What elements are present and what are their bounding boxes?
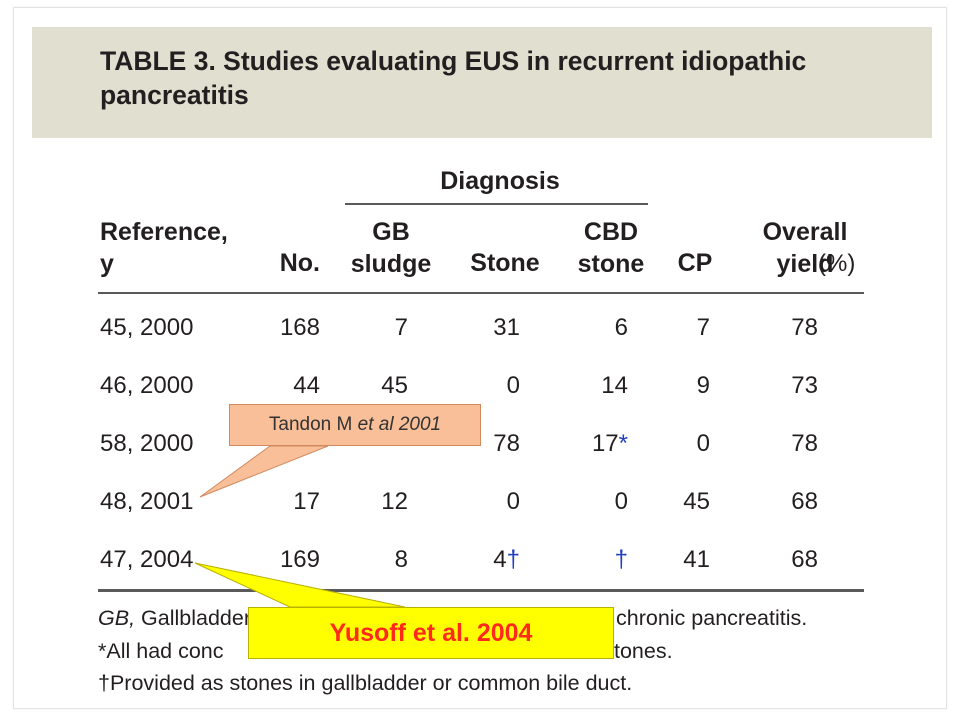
cell-cbd: 17*: [545, 430, 628, 458]
cell-cp-value: 41: [683, 546, 710, 573]
cell-cbd-mark: †: [614, 546, 628, 573]
tandon-callout: Tandon M et al 2001: [229, 404, 481, 446]
cell-no-value: 168: [279, 314, 320, 341]
cell-stone: 4†: [440, 546, 520, 574]
cell-cp-value: 0: [696, 430, 710, 457]
cell-yield: 73: [750, 372, 818, 400]
cell-cbd-value: 14: [601, 372, 628, 399]
cell-ref: 45, 2000: [100, 314, 250, 342]
cell-yield-value: 73: [791, 372, 818, 399]
column-header-reference: Reference, y: [100, 218, 228, 278]
cell-stone: 78: [440, 430, 520, 458]
cell-gb-value: 12: [381, 488, 408, 515]
cell-yield: 68: [750, 488, 818, 516]
diagnosis-group-rule: [345, 203, 648, 205]
cell-cp: 45: [650, 488, 710, 516]
cell-cp-value: 45: [683, 488, 710, 515]
column-header-cbd-stone: CBD stone: [577, 218, 645, 278]
slide-frame: [13, 7, 947, 709]
footnote-asterisk: *All had conc: [98, 639, 224, 663]
column-header-overall: Overall yield: [735, 216, 875, 280]
cell-ref-value: 48, 2001: [100, 488, 194, 515]
cell-no: 168: [240, 314, 320, 342]
cell-stone-value: 4: [493, 546, 507, 573]
column-header-cp: CP: [677, 249, 713, 277]
cell-ref: 47, 2004: [100, 546, 250, 574]
tandon-callout-etal: et al 2001: [357, 414, 442, 435]
cell-stone-mark: †: [506, 546, 520, 573]
cell-cp-value: 9: [696, 372, 710, 399]
cell-gb-value: 45: [381, 372, 408, 399]
cell-no-value: 44: [293, 372, 320, 399]
cell-cbd: 0: [545, 488, 628, 516]
cell-ref-value: 47, 2004: [100, 546, 194, 573]
cell-yield: 78: [750, 314, 818, 342]
table-bottom-rule: [98, 589, 864, 592]
footnote-abbrev-gb: GB,: [98, 606, 136, 630]
cell-cp: 41: [650, 546, 710, 574]
cell-gb: 8: [330, 546, 408, 574]
footnote-dagger: †Provided as stones in gallbladder or co…: [98, 671, 633, 695]
cell-cbd-value: 0: [614, 488, 628, 515]
yusoff-callout: Yusoff et al. 2004: [248, 607, 614, 659]
cell-no: 17: [240, 488, 320, 516]
cell-no-value: 169: [279, 546, 320, 573]
cell-cp: 7: [650, 314, 710, 342]
column-header-stone: Stone: [470, 249, 540, 277]
column-header-gb-sludge: GB sludge: [350, 218, 432, 278]
cell-cp-value: 7: [696, 314, 710, 341]
cell-ref-value: 58, 2000: [100, 430, 194, 457]
cell-ref-value: 45, 2000: [100, 314, 194, 341]
cell-yield-value: 68: [791, 488, 818, 515]
cell-yield: 68: [750, 546, 818, 574]
cell-gb: 12: [330, 488, 408, 516]
cell-cp: 0: [650, 430, 710, 458]
tandon-callout-author: Tandon M: [268, 414, 358, 435]
title-band: [32, 27, 932, 138]
cell-cbd-value: 6: [614, 314, 628, 341]
cell-stone-value: 0: [506, 372, 520, 399]
diagnosis-group-header: Diagnosis: [440, 167, 560, 195]
cell-yield-value: 78: [791, 314, 818, 341]
footnote-abbrev-text-right: chronic pancreatitis.: [616, 606, 808, 630]
cell-cbd: 6: [545, 314, 628, 342]
header-rule: [98, 292, 864, 294]
footnote-abbreviations: GB, Gallbladder: [98, 605, 251, 631]
column-header-overall-label: Overall yield: [762, 218, 848, 278]
footnote-asterisk-tail: tones.: [614, 639, 673, 663]
cell-ref: 46, 2000: [100, 372, 250, 400]
cell-no: 44: [240, 372, 320, 400]
cell-yield-value: 68: [791, 546, 818, 573]
cell-stone: 31: [440, 314, 520, 342]
cell-gb: 45: [330, 372, 408, 400]
cell-cbd-mark: *: [618, 430, 628, 457]
cell-cbd-value: 17: [591, 430, 619, 457]
cell-no-value: 17: [293, 488, 320, 515]
cell-yield: 78: [750, 430, 818, 458]
cell-stone-value: 78: [493, 430, 520, 457]
cell-ref: 58, 2000: [100, 430, 250, 458]
cell-gb-value: 7: [394, 314, 408, 341]
cell-stone-value: 0: [506, 488, 520, 515]
cell-stone: 0: [440, 488, 520, 516]
cell-gb: 7: [330, 314, 408, 342]
cell-ref: 48, 2001: [100, 488, 250, 516]
cell-cbd: 14: [545, 372, 628, 400]
table-title: TABLE 3. Studies evaluating EUS in recur…: [100, 46, 807, 110]
cell-ref-value: 46, 2000: [100, 372, 194, 399]
cell-cp: 9: [650, 372, 710, 400]
cell-stone: 0: [440, 372, 520, 400]
cell-cbd: †: [545, 546, 628, 574]
footnote-abbrev-text-left: Gallbladder: [135, 606, 251, 630]
cell-stone-value: 31: [493, 314, 520, 341]
cell-gb-value: 8: [394, 546, 408, 573]
column-header-no: No.: [279, 249, 320, 277]
column-header-overall-unit: (%): [818, 250, 856, 277]
cell-no: 169: [240, 546, 320, 574]
cell-yield-value: 78: [791, 430, 818, 457]
